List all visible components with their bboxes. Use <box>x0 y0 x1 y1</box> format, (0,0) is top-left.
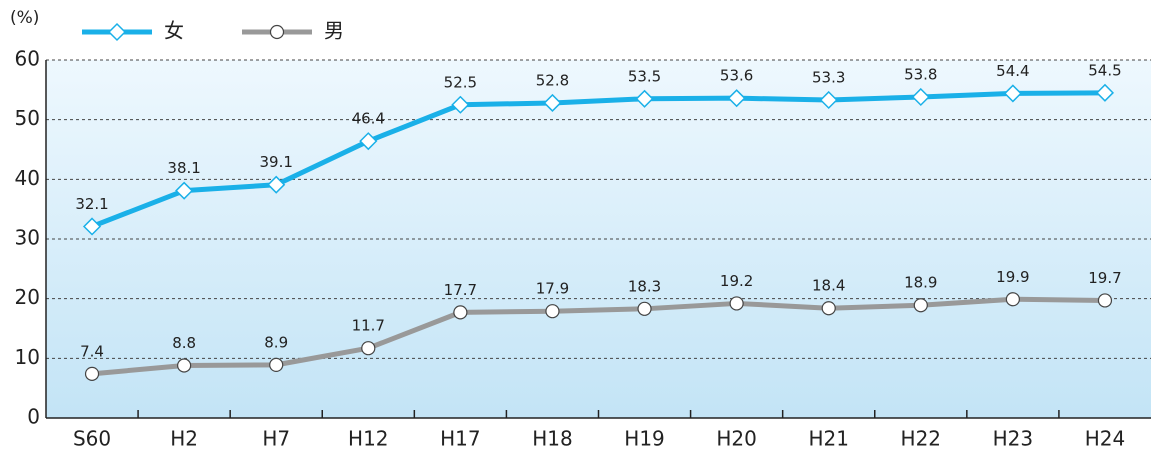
data-label: 19.7 <box>1088 269 1121 287</box>
data-label: 46.4 <box>352 110 385 128</box>
marker <box>82 217 102 236</box>
marker <box>269 357 284 372</box>
data-label: 17.7 <box>444 281 477 299</box>
x-tick-label: S60 <box>73 427 111 451</box>
y-axis-label: (%) <box>10 8 39 28</box>
data-label: 19.2 <box>720 272 753 290</box>
marker <box>267 175 286 194</box>
marker <box>637 301 652 316</box>
x-tick-label: H18 <box>532 427 573 451</box>
data-label: 11.7 <box>352 317 385 335</box>
data-label: 18.9 <box>904 274 937 292</box>
y-tick-label: 50 <box>15 106 40 130</box>
x-tick-label: H22 <box>901 427 942 451</box>
y-tick-label: 20 <box>15 285 40 309</box>
marker <box>453 305 468 320</box>
data-label: 8.8 <box>172 334 196 352</box>
x-tick-label: H19 <box>624 427 665 451</box>
data-label: 53.3 <box>812 68 845 86</box>
data-label: 53.8 <box>904 65 937 83</box>
data-label: 53.5 <box>628 67 661 85</box>
marker <box>635 89 654 108</box>
marker <box>729 296 744 311</box>
marker <box>1003 84 1022 103</box>
x-tick-label: H21 <box>808 427 849 451</box>
marker <box>359 132 378 151</box>
data-label: 17.9 <box>536 280 569 298</box>
marker <box>545 304 560 319</box>
marker <box>269 24 285 40</box>
marker <box>175 181 194 200</box>
marker <box>361 341 376 356</box>
data-label: 18.3 <box>628 277 661 295</box>
series-line <box>91 296 1105 377</box>
marker <box>107 22 127 42</box>
x-tick-label: H24 <box>1085 427 1126 451</box>
y-tick-label: 60 <box>15 47 40 71</box>
data-label: 38.1 <box>167 159 200 177</box>
marker <box>177 358 192 373</box>
x-tick-label: H23 <box>993 427 1034 451</box>
data-label: 18.4 <box>812 277 845 295</box>
data-label: 32.1 <box>75 195 108 213</box>
marker <box>1095 83 1115 102</box>
data-label: 54.5 <box>1088 61 1121 79</box>
marker <box>727 89 746 108</box>
x-tick-label: H20 <box>716 427 757 451</box>
y-tick-label: 30 <box>15 226 40 250</box>
y-tick-label: 40 <box>15 166 40 190</box>
marker <box>911 87 930 107</box>
data-label: 19.9 <box>996 268 1029 286</box>
data-label: 8.9 <box>264 333 288 351</box>
marker <box>1097 293 1113 308</box>
x-tick-label: H12 <box>348 427 389 451</box>
marker <box>819 90 838 110</box>
marker <box>84 366 100 381</box>
x-tick-label: H2 <box>170 427 198 451</box>
marker <box>543 93 562 113</box>
x-tick-label: H17 <box>440 427 481 451</box>
data-label: 52.8 <box>536 71 569 89</box>
marker <box>451 95 470 114</box>
data-label: 52.5 <box>444 73 477 91</box>
marker <box>913 298 928 313</box>
marker <box>821 301 836 316</box>
data-label: 39.1 <box>260 153 293 171</box>
legend-label: 男 <box>324 19 344 43</box>
data-label: 7.4 <box>80 342 104 360</box>
x-tick-label: H7 <box>262 427 290 451</box>
y-tick-label: 0 <box>27 405 40 429</box>
series-line <box>91 90 1105 229</box>
data-label: 53.6 <box>720 67 753 85</box>
marker <box>1005 292 1020 307</box>
data-label: 54.4 <box>996 62 1029 80</box>
y-tick-label: 10 <box>15 345 40 369</box>
legend-label: 女 <box>164 19 184 43</box>
